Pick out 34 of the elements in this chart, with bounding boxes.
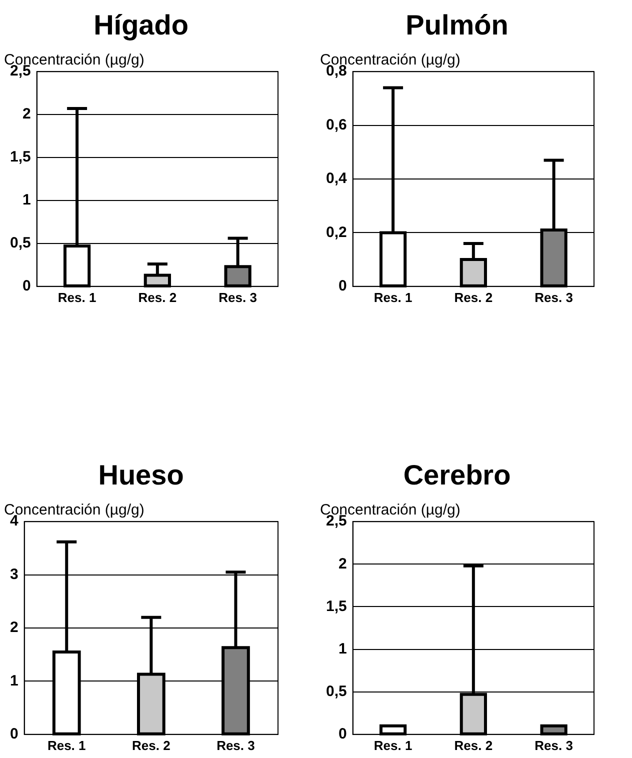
x-tick-label: Res. 3 [216, 738, 255, 753]
y-tick-label: 2 [22, 106, 31, 123]
x-tick-label: Res. 2 [454, 290, 493, 305]
chart-title: Hígado [94, 10, 188, 41]
y-tick-label: 0 [10, 726, 18, 743]
x-tick-label: Res. 2 [454, 738, 493, 753]
y-tick-label: 0,5 [10, 234, 31, 252]
y-tick-label: 1,5 [10, 148, 31, 166]
y-tick-label: 0,4 [326, 170, 348, 188]
x-tick-label: Res. 1 [374, 290, 412, 305]
y-tick-label: 0 [22, 278, 31, 295]
chart-title: Pulmón [406, 10, 508, 41]
y-tick-label: 0,5 [326, 682, 347, 700]
y-tick-label: 1,5 [326, 598, 347, 615]
y-tick-label: 0 [338, 726, 347, 743]
x-tick-label: Res. 2 [132, 738, 170, 753]
y-tick-label: 1 [10, 672, 18, 690]
x-tick-label: Res. 1 [58, 290, 96, 305]
chart-title: Hueso [98, 460, 184, 491]
y-tick-label: 3 [10, 566, 18, 583]
y-tick-label: 1 [338, 640, 347, 658]
x-tick-label: Res. 3 [534, 738, 573, 753]
y-tick-label: 0,6 [326, 116, 347, 134]
y-tick-label: 0 [338, 278, 347, 295]
x-tick-label: Res. 3 [218, 290, 257, 305]
x-tick-label: Res. 3 [534, 290, 573, 305]
y-tick-label: 2 [10, 619, 18, 636]
x-tick-label: Res. 1 [374, 738, 412, 753]
y-tick-label: 1 [22, 192, 31, 209]
chart-title: Cerebro [403, 460, 511, 491]
y-tick-label: 0,2 [326, 224, 347, 241]
x-tick-label: Res. 2 [138, 290, 177, 305]
x-tick-label: Res. 1 [47, 738, 86, 753]
y-tick-label: 2 [338, 555, 347, 572]
